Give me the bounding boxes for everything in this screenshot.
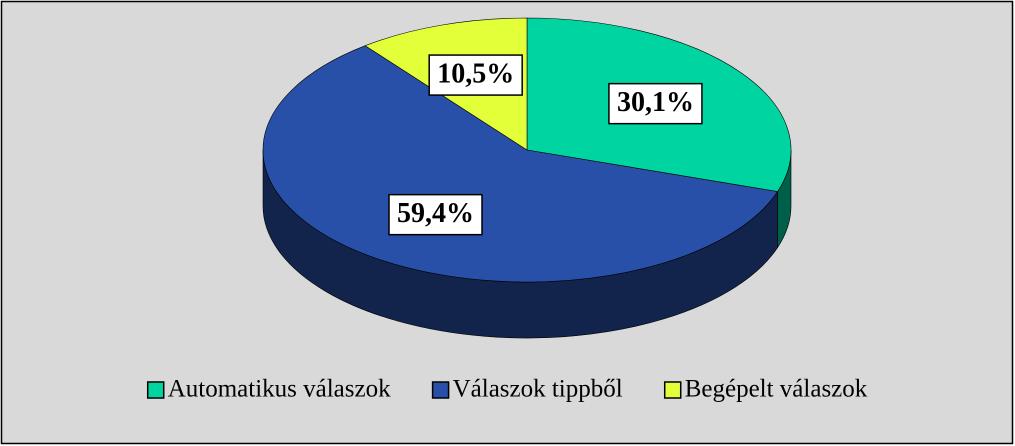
legend-swatch [146, 381, 165, 399]
legend-label: Begépelt válaszok [685, 376, 868, 403]
value-label: 10,5% [437, 58, 514, 89]
value-label: 30,1% [617, 87, 694, 118]
value-label-box [388, 193, 483, 236]
value-label: 59,4% [397, 198, 474, 229]
value-label-box [428, 54, 523, 96]
legend-swatch [431, 381, 450, 399]
value-label-box [608, 82, 703, 125]
legend-swatch [663, 381, 682, 399]
legend-label: Válaszok tippből [453, 376, 623, 403]
legend-label: Automatikus válaszok [168, 376, 391, 403]
